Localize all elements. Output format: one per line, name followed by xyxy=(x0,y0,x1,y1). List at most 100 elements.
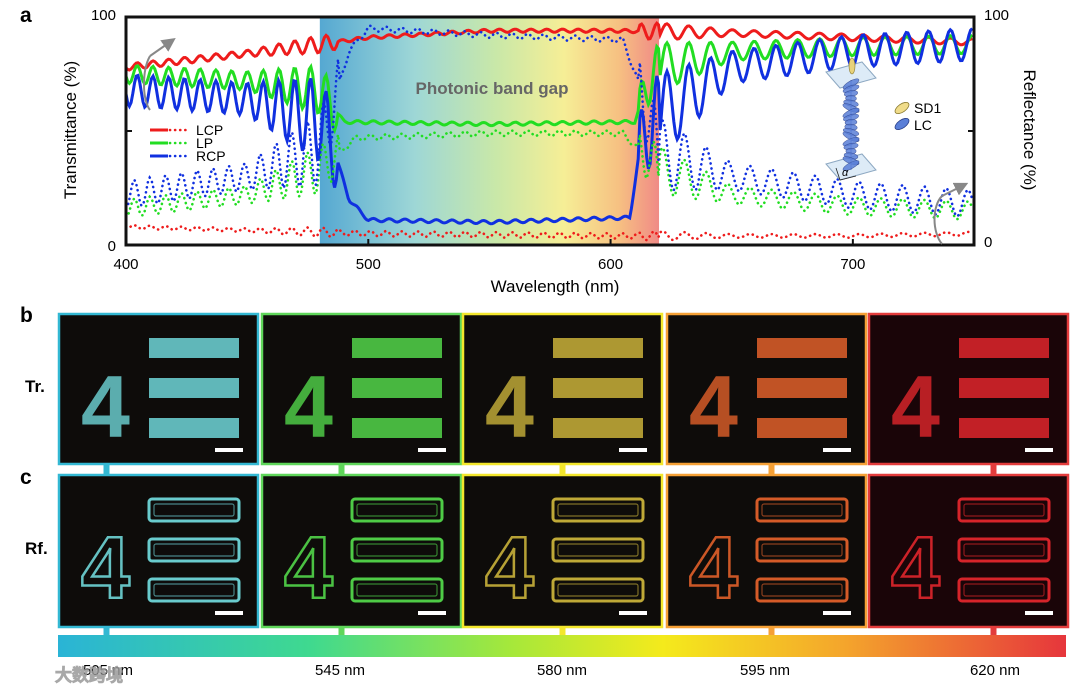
stripe-pattern-inner xyxy=(356,583,438,597)
row-label-transmission: Tr. xyxy=(25,377,45,396)
connector-stub xyxy=(103,627,110,637)
stripe-pattern xyxy=(553,418,643,438)
stripe-pattern-outline xyxy=(755,497,849,523)
wavelength-color-bar xyxy=(58,635,1066,657)
stripe-pattern-inner xyxy=(356,543,438,557)
stripe-pattern-outline xyxy=(350,497,444,523)
band-gap-label: Photonic band gap xyxy=(416,79,569,98)
stripe-pattern-inner xyxy=(356,503,438,517)
helix-molecules xyxy=(842,78,860,171)
numeral-pattern: 4 xyxy=(485,357,534,456)
scale-bar xyxy=(823,448,851,452)
stripe-pattern-outline xyxy=(350,577,444,603)
watermark: 大数跨境 xyxy=(55,665,123,685)
connector-stub xyxy=(768,627,775,637)
stripe-pattern xyxy=(352,338,442,358)
y-axis-label-right: Reflectance (%) xyxy=(1020,70,1039,191)
band-gap-region xyxy=(319,17,660,245)
right-axis-arrow-icon xyxy=(933,182,969,245)
stripe-pattern xyxy=(553,338,643,358)
stripe-pattern-inner xyxy=(153,543,235,557)
connector-stub xyxy=(559,627,566,637)
row-label-reflection: Rf. xyxy=(25,539,48,558)
series-lp-reflectance xyxy=(126,129,974,221)
x-tick-label: 700 xyxy=(840,256,865,273)
micrograph-rf-3: 4 xyxy=(461,473,664,629)
micrograph-tr-1: 4 xyxy=(57,312,260,466)
curve-layer xyxy=(126,20,974,242)
connector-stub xyxy=(768,464,775,475)
stripe-pattern-outline xyxy=(350,537,444,563)
lc-helix-inset: SD1 LC α xyxy=(825,57,941,181)
numeral-pattern: 4 xyxy=(81,357,130,456)
stripe-pattern-inner xyxy=(153,583,235,597)
stripe-pattern xyxy=(757,338,847,358)
series-lcp-reflectance xyxy=(126,223,974,242)
y-tick-right-min: 0 xyxy=(984,234,992,251)
stripe-pattern-outline xyxy=(147,577,241,603)
stripe-pattern xyxy=(352,378,442,398)
connector-stub xyxy=(990,627,997,637)
lc-legend-icon xyxy=(894,117,910,131)
series-lp-transmittance xyxy=(126,33,974,135)
scale-bar xyxy=(418,611,446,615)
wavelength-label: 620 nm xyxy=(970,662,1020,679)
numeral-pattern-outline: 4 xyxy=(891,518,940,617)
connector-stub xyxy=(338,627,345,637)
panel-label-c: c xyxy=(20,466,32,489)
connector-stub xyxy=(559,464,566,475)
stripe-pattern-inner xyxy=(963,543,1045,557)
micrograph-rf-1: 4 xyxy=(57,473,260,629)
scale-bar xyxy=(1025,611,1053,615)
micrograph-rf-5: 4 xyxy=(867,473,1070,629)
connector-stub xyxy=(338,464,345,475)
numeral-pattern: 4 xyxy=(689,357,738,456)
wavelength-label: 580 nm xyxy=(537,662,587,679)
scale-bar xyxy=(619,448,647,452)
numeral-pattern: 4 xyxy=(284,357,333,456)
connector-stub xyxy=(103,464,110,475)
micrograph-tr-2: 4 xyxy=(260,312,463,466)
micrograph-tr-3: 4 xyxy=(461,312,664,466)
micrograph-rf-4: 4 xyxy=(665,473,868,629)
legend-label-lp: LP xyxy=(196,135,213,151)
stripe-pattern xyxy=(149,418,239,438)
connector-stub xyxy=(990,464,997,475)
stripe-pattern xyxy=(149,378,239,398)
wavelength-label: 545 nm xyxy=(315,662,365,679)
stripe-pattern xyxy=(757,418,847,438)
numeral-pattern: 4 xyxy=(891,357,940,456)
stripe-pattern-outline xyxy=(755,537,849,563)
scale-bar xyxy=(215,448,243,452)
panel-label-b: b xyxy=(20,304,33,327)
scale-bar xyxy=(619,611,647,615)
numeral-pattern-outline: 4 xyxy=(689,518,738,617)
stripe-pattern xyxy=(959,418,1049,438)
legend-label-rcp: RCP xyxy=(196,148,226,164)
wavelength-label: 595 nm xyxy=(740,662,790,679)
sd1-molecule-icon xyxy=(848,57,856,75)
axis-ticks: 400 500 600 700 xyxy=(113,130,974,273)
transmittance-chart: 400 500 600 700 Photonic band gap Wavelengt… xyxy=(61,7,1039,296)
stripe-pattern xyxy=(352,418,442,438)
stripe-pattern-inner xyxy=(963,583,1045,597)
stripe-pattern-outline xyxy=(147,537,241,563)
stripe-pattern-outline xyxy=(551,497,645,523)
y-tick-left-min: 0 xyxy=(108,238,116,255)
stripe-pattern-outline xyxy=(551,577,645,603)
y-tick-right-max: 100 xyxy=(984,7,1009,24)
micrograph-panels: 4 4 4 4 4 4 4 4 4 4 xyxy=(57,312,1070,637)
numeral-pattern-outline: 4 xyxy=(284,518,333,617)
x-axis-label: Wavelength (nm) xyxy=(491,277,620,296)
stripe-pattern xyxy=(959,338,1049,358)
lc-molecule xyxy=(842,160,860,171)
y-axis-label-left: Transmittance (%) xyxy=(61,61,80,199)
stripe-pattern-inner xyxy=(963,503,1045,517)
micrograph-rf-2: 4 xyxy=(260,473,463,629)
angle-label: α xyxy=(842,167,849,179)
stripe-pattern-inner xyxy=(761,543,843,557)
micrograph-tr-4: 4 xyxy=(665,312,868,466)
stripe-pattern-inner xyxy=(153,503,235,517)
micrograph-tr-5: 4 xyxy=(867,312,1070,466)
